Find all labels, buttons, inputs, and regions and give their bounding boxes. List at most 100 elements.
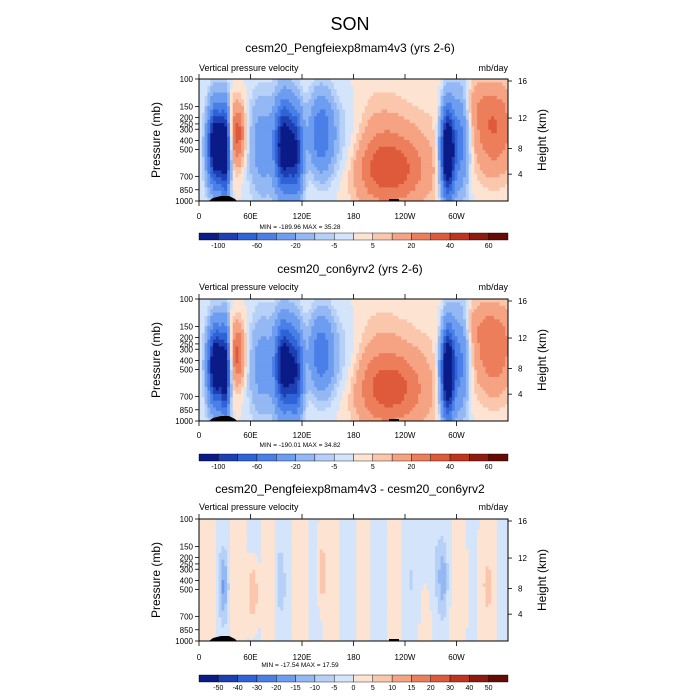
heatmap-cell [347,322,352,327]
heatmap-cell [347,129,352,134]
heatmap-cell [241,194,245,199]
heatmap-cell [406,102,411,107]
heatmap-cell [474,109,478,114]
heatmap-cell [457,319,461,324]
heatmap-cell [395,119,399,124]
heatmap-cell [460,106,464,110]
heatmap-cell [485,150,489,154]
heatmap-cell [238,129,242,134]
heatmap-cell [415,99,419,104]
heatmap-cell [392,143,397,148]
heatmap-cell [319,92,323,97]
heatmap-cell [367,85,371,90]
heatmap-cell [339,133,343,138]
heatmap-cell [204,315,208,320]
heatmap-cell [451,112,456,117]
heatmap-cell [257,119,262,124]
heatmap-cell [331,326,335,330]
heatmap-cell [283,156,287,161]
heatmap-cell [398,312,402,317]
heatmap-cell [204,299,208,303]
heatmap-cell [201,153,206,158]
heatmap-cell [418,123,422,127]
heatmap-cell [457,126,461,131]
heatmap-cell [305,146,309,151]
heatmap-cell [387,180,391,185]
heatmap-cell [465,173,470,178]
heatmap-cell [316,133,321,138]
heatmap-cell [420,194,425,199]
heatmap-cell [345,109,349,114]
heatmap-cell [359,312,363,317]
heatmap-cell [471,123,475,127]
heatmap-cell [269,184,273,188]
heatmap-cell [406,119,411,124]
heatmap-cell [477,319,481,324]
heatmap-cell [477,184,481,188]
heatmap-cell [215,119,220,124]
heatmap-cell [367,119,371,124]
heatmap-cell [325,123,329,127]
heatmap-cell [359,190,363,195]
heatmap-cell [291,95,295,100]
heatmap-cell [266,85,270,90]
heatmap-cell [288,89,293,93]
heatmap-cell [241,95,245,100]
heatmap-cell [443,143,447,148]
heatmap-cell [477,92,481,97]
heatmap-cell [460,184,464,188]
heatmap-cell [241,89,245,93]
heatmap-cell [361,129,366,134]
heatmap-cell [314,136,318,141]
heatmap-cell [238,150,242,154]
heatmap-cell [499,160,503,165]
heatmap-cell [300,194,304,199]
heatmap-cell [227,312,231,317]
heatmap-cell [235,129,239,134]
heatmap-cell [381,89,385,93]
heatmap-cell [266,140,270,144]
heatmap-cell [482,173,486,178]
heatmap-cell [328,102,332,107]
heatmap-cell [460,89,464,93]
heatmap-cell [392,102,397,107]
heatmap-cell [477,156,481,161]
heatmap-cell [440,89,444,93]
heatmap-cell [274,150,279,154]
heatmap-cell [471,106,475,110]
heatmap-cell [491,302,495,307]
heatmap-cell [451,177,456,182]
heatmap-cell [221,190,225,195]
heatmap-cell [395,184,399,188]
heatmap-cell [243,119,248,124]
heatmap-cell [238,126,242,131]
heatmap-cell [381,136,385,141]
heatmap-cell [331,177,335,182]
heatmap-cell [241,99,245,104]
heatmap-cell [356,140,360,144]
heatmap-cell [505,156,509,161]
heatmap-cell [426,312,430,317]
heatmap-cell [409,123,413,127]
heatmap-cell [463,184,467,188]
heatmap-cell [269,187,273,192]
heatmap-cell [224,180,228,185]
heatmap-cell [266,305,270,310]
heatmap-cell [218,112,222,117]
heatmap-cell [463,309,467,313]
heatmap-cell [227,153,231,158]
heatmap-cell [274,197,279,202]
heatmap-cell [255,197,259,202]
heatmap-cell [204,116,208,121]
heatmap-cell [499,106,503,110]
heatmap-cell [356,194,360,199]
heatmap-cell [395,167,399,171]
heatmap-cell [398,82,402,87]
heatmap-cell [387,309,391,313]
heatmap-cell [454,319,458,324]
heatmap-cell [302,136,307,141]
heatmap-cell [283,140,287,144]
heatmap-cell [460,126,464,131]
heatmap-cell [378,190,382,195]
heatmap-cell [356,106,360,110]
